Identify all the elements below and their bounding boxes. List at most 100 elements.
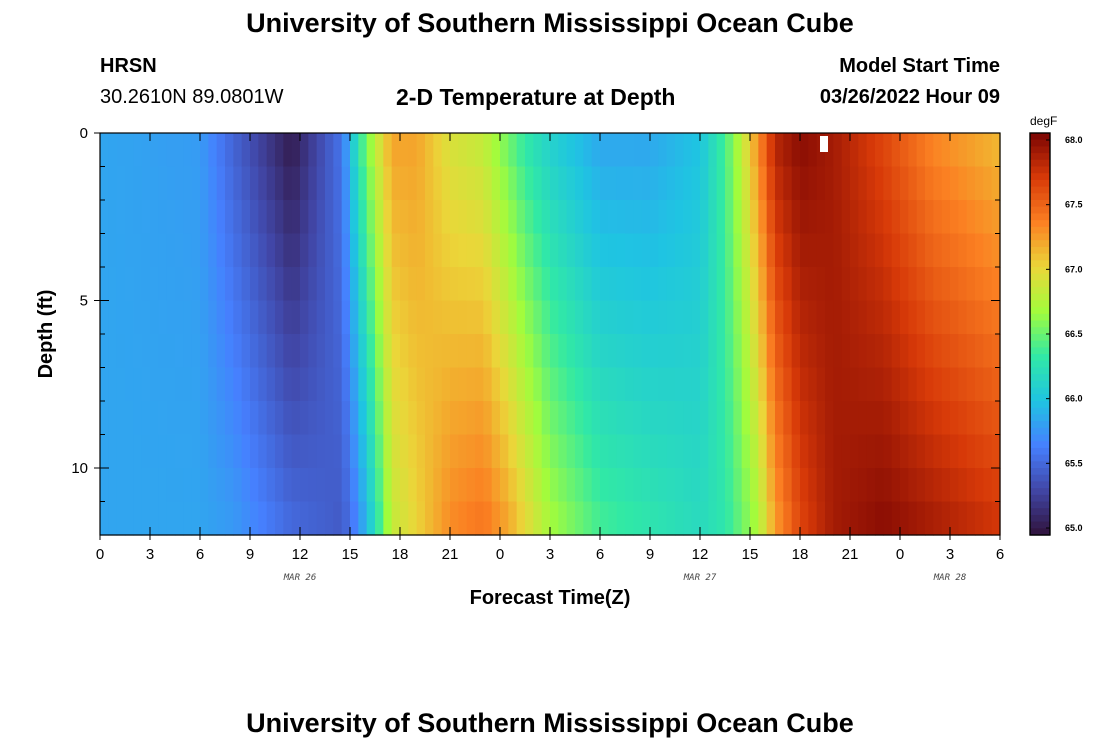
heatmap-cell	[941, 233, 951, 268]
heatmap-cell	[916, 200, 926, 235]
heatmap-cell	[891, 334, 901, 369]
heatmap-cell	[658, 501, 668, 536]
heatmap-cell	[166, 200, 176, 235]
heatmap-cell	[733, 468, 743, 503]
heatmap-cell	[266, 233, 276, 268]
heatmap-cell	[175, 233, 184, 268]
heatmap-cell	[333, 468, 343, 503]
heatmap-cell	[916, 267, 926, 302]
heatmap-cell	[316, 133, 326, 168]
heatmap-cell	[475, 501, 484, 536]
heatmap-cell	[666, 468, 676, 503]
heatmap-cell	[333, 501, 343, 536]
heatmap-cell	[441, 334, 451, 369]
heatmap-cell	[991, 501, 1001, 536]
heatmap-cell	[766, 434, 776, 469]
heatmap-cell	[266, 200, 276, 235]
heatmap-cell	[491, 501, 501, 536]
heatmap-cell	[475, 334, 484, 369]
heatmap-cell	[316, 468, 326, 503]
heatmap-cell	[966, 468, 976, 503]
heatmap-cell	[183, 367, 193, 402]
heatmap-cell	[116, 501, 126, 536]
heatmap-cell	[258, 334, 268, 369]
heatmap-cell	[116, 267, 126, 302]
heatmap-cell	[508, 334, 518, 369]
heatmap-cell	[525, 133, 534, 168]
heatmap-cell	[291, 468, 301, 503]
colorbar-swatch	[1030, 340, 1050, 348]
heatmap-cell	[391, 166, 401, 201]
heatmap-cell	[916, 300, 926, 335]
heatmap-cell	[708, 367, 718, 402]
heatmap-cell	[991, 133, 1001, 168]
heatmap-cell	[608, 300, 618, 335]
heatmap-cell	[166, 267, 176, 302]
heatmap-cell	[108, 334, 118, 369]
heatmap-cell	[158, 133, 168, 168]
heatmap-cell	[558, 434, 568, 469]
heatmap-cell	[250, 300, 259, 335]
x-axis-title: Forecast Time(Z)	[470, 587, 631, 609]
heatmap-cell	[925, 468, 934, 503]
heatmap-cell	[325, 300, 334, 335]
heatmap-cell	[733, 367, 743, 402]
heatmap-cell	[150, 367, 159, 402]
heatmap-cell	[683, 233, 693, 268]
heatmap-cell	[575, 468, 584, 503]
heatmap-cell	[483, 300, 493, 335]
heatmap-cell	[466, 200, 476, 235]
heatmap-cell	[750, 367, 759, 402]
heatmap-cell	[825, 367, 834, 402]
heatmap-cell	[983, 200, 993, 235]
heatmap-cell	[700, 233, 709, 268]
heatmap-cell	[950, 133, 959, 168]
heatmap-cell	[300, 434, 309, 469]
colorbar-swatch	[1030, 320, 1050, 328]
heatmap-cell	[591, 300, 601, 335]
heatmap-cell	[683, 200, 693, 235]
heatmap-cell	[750, 334, 759, 369]
heatmap-cell	[233, 434, 243, 469]
heatmap-cell	[658, 166, 668, 201]
heatmap-cell	[400, 401, 409, 436]
heatmap-cell	[216, 133, 226, 168]
heatmap-cell	[283, 468, 293, 503]
heatmap-cell	[458, 133, 468, 168]
heatmap-cell	[508, 267, 518, 302]
heatmap-cell	[566, 200, 576, 235]
heatmap-cell	[925, 501, 934, 536]
heatmap-cell	[258, 401, 268, 436]
heatmap-cell	[866, 133, 876, 168]
heatmap-cell	[691, 166, 701, 201]
heatmap-cell	[525, 501, 534, 536]
heatmap-cell	[691, 367, 701, 402]
x-tick-label: 18	[792, 546, 809, 563]
heatmap-cell	[191, 300, 201, 335]
heatmap-cell	[941, 166, 951, 201]
heatmap-cell	[316, 334, 326, 369]
heatmap-cell	[433, 166, 443, 201]
heatmap-cell	[441, 501, 451, 536]
heatmap-cell	[866, 401, 876, 436]
heatmap-cell	[650, 267, 659, 302]
heatmap-cell	[233, 200, 243, 235]
heatmap-cell	[308, 233, 318, 268]
heatmap-cell	[900, 300, 909, 335]
heatmap-cell	[416, 501, 426, 536]
heatmap-cell	[108, 200, 118, 235]
heatmap-cell	[541, 367, 551, 402]
heatmap-cell	[591, 166, 601, 201]
heatmap-cell	[533, 367, 543, 402]
heatmap-cell	[658, 267, 668, 302]
page-title: University of Southern Mississippi Ocean…	[246, 8, 854, 38]
heatmap-cell	[508, 300, 518, 335]
heatmap-cell	[416, 434, 426, 469]
heatmap-cell	[633, 468, 643, 503]
heatmap-cell	[866, 434, 876, 469]
heatmap-cell	[491, 334, 501, 369]
colorbar-swatch	[1030, 300, 1050, 308]
heatmap-cell	[200, 166, 209, 201]
heatmap-cell	[508, 367, 518, 402]
heatmap-cell	[341, 166, 351, 201]
